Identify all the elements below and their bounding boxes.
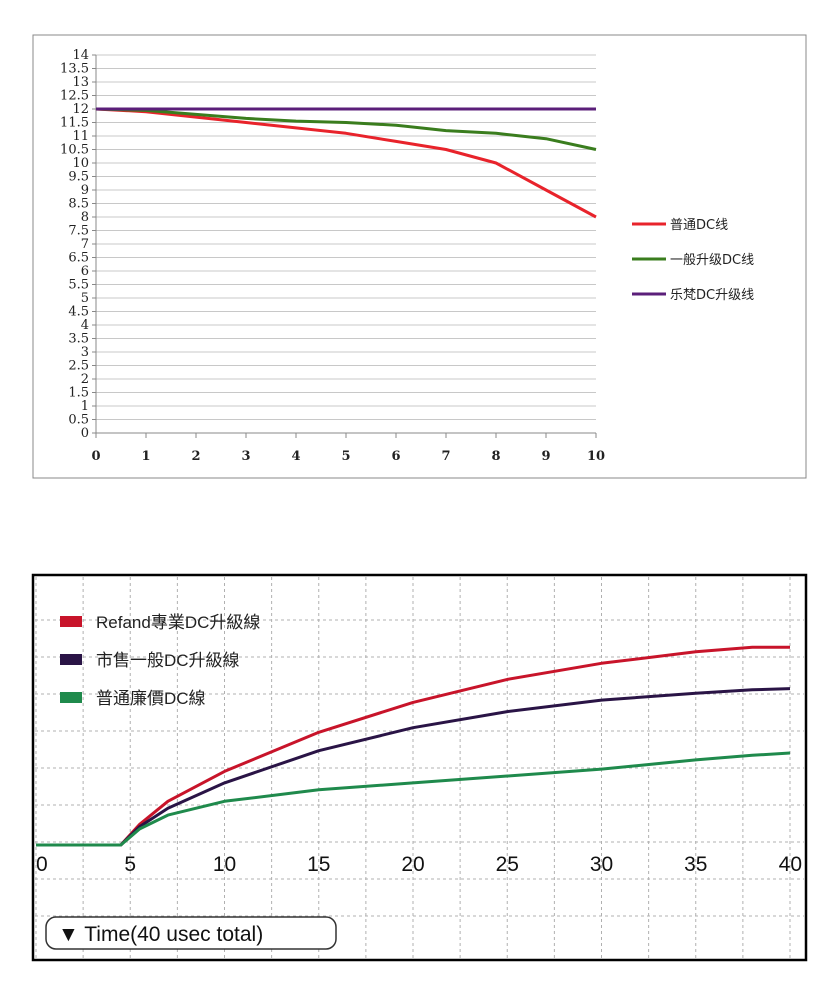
chart2-x-tick-label: 5 xyxy=(124,853,136,876)
chart1-y-tick-label: 10.5 xyxy=(60,143,89,158)
chart1-x-tick-label: 6 xyxy=(391,449,400,464)
chart2-x-tick-label: 20 xyxy=(401,853,424,876)
chart1-legend-label-3: 乐梵DC升级线 xyxy=(670,288,754,303)
chart2-series-line-3 xyxy=(36,751,791,847)
chart1-y-tick-label: 1.5 xyxy=(68,386,89,401)
chart1-y-tick-label: 7.5 xyxy=(68,224,89,239)
chart1-y-tick-label: 9.5 xyxy=(68,170,89,185)
time-label-button-frame xyxy=(45,916,337,950)
chart1-x-tick-label: 10 xyxy=(587,449,605,464)
chart2-x-tick-label: 40 xyxy=(779,853,802,876)
chart1-y-tick-label: 4.5 xyxy=(68,305,89,320)
chart1-y-tick-label: 13 xyxy=(72,75,89,90)
chart1-series-lines xyxy=(95,107,597,219)
chart2-legend-swatch-3 xyxy=(60,692,82,703)
chart1-y-tick-label: 9 xyxy=(81,183,89,198)
chart1-y-tick-label: 3 xyxy=(81,345,89,360)
chart1-y-tick-label: 6.5 xyxy=(68,251,89,266)
chart1-series-line-2 xyxy=(95,107,597,151)
chart1-y-tick-label: 11 xyxy=(72,129,89,144)
chart2-legend-label-2: 市售一般DC升級線 xyxy=(96,651,240,670)
chart2-x-tick-label: 10 xyxy=(213,853,236,876)
chart-voltage-drop: 00.511.522.533.544.555.566.577.588.599.5… xyxy=(32,34,807,479)
chart1-gridlines xyxy=(92,54,597,438)
chart1-y-tick-labels: 00.511.522.533.544.555.566.577.588.599.5… xyxy=(60,48,89,441)
time-label-text: ▼ Time(40 usec total) xyxy=(58,923,263,946)
chart1-x-tick-label: 2 xyxy=(191,449,200,464)
chart1-y-tick-label: 7 xyxy=(81,237,89,252)
chart1-x-tick-label: 0 xyxy=(91,449,100,464)
chart2-series-lines xyxy=(36,645,791,847)
chart1-y-tick-label: 12 xyxy=(72,102,89,117)
chart1-x-tick-label: 5 xyxy=(341,449,350,464)
chart-time-response: 0 5 10 15 20 25 30 35 40 Refand專業DC升級線市售一般DC升級線普… xyxy=(31,573,808,962)
chart1-y-tick-label: 5.5 xyxy=(68,278,89,293)
chart1-x-tick-label: 1 xyxy=(141,449,150,464)
chart1-x-tick-label: 7 xyxy=(441,449,450,464)
chart2-x-tick-label: 15 xyxy=(307,853,330,876)
chart1-y-tick-label: 2 xyxy=(81,372,89,387)
chart1-series-line-1 xyxy=(95,107,597,219)
chart1-y-tick-label: 1 xyxy=(81,399,89,414)
chart1-y-tick-label: 2.5 xyxy=(68,359,89,374)
chart1-y-tick-label: 0 xyxy=(81,426,89,441)
chart1-y-tick-label: 13.5 xyxy=(60,62,89,77)
chart1-x-tick-labels: 0 1 2 3 4 5 6 7 8 9 10 xyxy=(91,449,605,464)
chart1-x-tick-label: 4 xyxy=(291,449,300,464)
chart1-y-tick-label: 4 xyxy=(81,318,89,333)
chart2-legend-label-1: Refand專業DC升級線 xyxy=(96,613,260,632)
chart1-y-tick-label: 3.5 xyxy=(68,332,89,347)
chart1-x-tick-label: 3 xyxy=(241,449,250,464)
chart2-legend-swatch-2 xyxy=(60,654,82,665)
chart2-x-tick-label: 25 xyxy=(496,853,519,876)
chart1-x-tick-label: 9 xyxy=(541,449,550,464)
chart1-legend-label-1: 普通DC线 xyxy=(670,218,728,233)
chart1-y-tick-label: 14 xyxy=(72,48,89,63)
time-label-button[interactable]: ▼ Time(40 usec total) xyxy=(45,916,337,950)
chart1-y-tick-label: 5 xyxy=(81,291,89,306)
chart2-x-tick-labels: 0 5 10 15 20 25 30 35 40 xyxy=(36,853,802,876)
chart1-legend-label-2: 一般升级DC线 xyxy=(670,252,754,268)
chart1-x-tick-label: 8 xyxy=(491,449,500,464)
chart2-x-tick-label: 0 xyxy=(36,853,48,876)
chart1-y-tick-label: 10 xyxy=(72,156,89,171)
chart2-legend-swatch-1 xyxy=(60,616,82,627)
chart1-y-tick-label: 12.5 xyxy=(60,89,89,104)
chart2-x-tick-label: 30 xyxy=(590,853,613,876)
chart1-y-tick-label: 0.5 xyxy=(68,413,89,428)
chart1-y-tick-label: 8 xyxy=(81,210,89,225)
chart2-gridlines xyxy=(35,577,804,958)
chart2-x-tick-label: 35 xyxy=(684,853,707,876)
chart1-y-tick-label: 11.5 xyxy=(60,116,89,131)
chart2-legend-label-3: 普通廉價DC線 xyxy=(96,689,206,708)
chart1-y-tick-label: 8.5 xyxy=(68,197,89,212)
chart1-y-tick-label: 6 xyxy=(81,264,89,279)
